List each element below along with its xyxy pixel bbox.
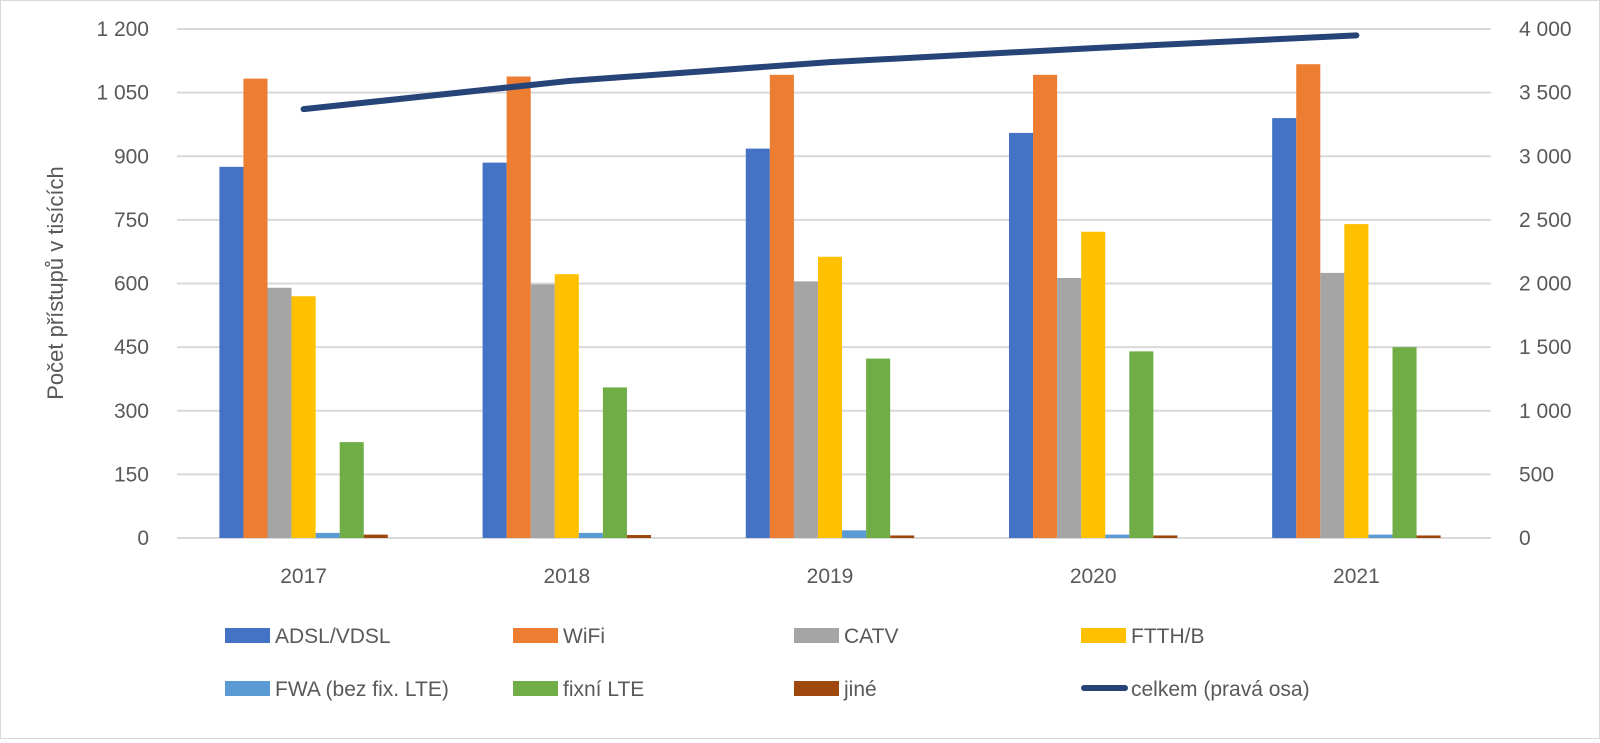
x-axis-ticks: 2017 2018 2019 2020 2021: [280, 565, 1380, 588]
bar-adsl-vdsl-2021: [1272, 118, 1296, 538]
y-axis-left-ticks: 0 150 300 450 600 750 900 1 050 1 200: [96, 18, 149, 550]
line-celkem: [304, 35, 1357, 109]
y2-tick-label: 1 500: [1519, 336, 1572, 359]
legend-label: FTTH/B: [1131, 625, 1205, 648]
y2-tick-label: 1 000: [1519, 400, 1572, 423]
y2-tick-label: 0: [1519, 527, 1531, 550]
legend-swatch: [513, 681, 558, 696]
x-tick-label: 2020: [1070, 565, 1117, 588]
bar-fwa-bez-fix-lte--2021: [1368, 535, 1392, 538]
legend-swatch: [1081, 628, 1126, 643]
legend-item: fixní LTE: [513, 678, 644, 701]
bar-adsl-vdsl-2018: [483, 163, 507, 538]
bar-jin--2018: [627, 535, 651, 538]
y2-tick-label: 3 500: [1519, 82, 1572, 105]
bar-catv-2017: [268, 288, 292, 538]
bar-catv-2020: [1057, 278, 1081, 538]
total-line: [304, 35, 1357, 109]
legend-item: CATV: [794, 625, 898, 648]
y-tick-label: 600: [114, 273, 149, 296]
legend-label: fixní LTE: [563, 678, 644, 701]
bar-adsl-vdsl-2019: [746, 149, 770, 538]
legend-label: jiné: [843, 678, 877, 701]
legend-label: CATV: [844, 625, 898, 648]
y-tick-label: 1 050: [96, 82, 149, 105]
x-tick-label: 2021: [1333, 565, 1380, 588]
y2-tick-label: 3 000: [1519, 145, 1572, 168]
bar-catv-2021: [1320, 273, 1344, 538]
legend-swatch: [225, 681, 270, 696]
bar-fwa-bez-fix-lte--2020: [1105, 535, 1129, 538]
y-tick-label: 0: [137, 527, 149, 550]
bar-ftth-b-2021: [1344, 224, 1368, 538]
bar-wifi-2019: [770, 75, 794, 538]
bar-ftth-b-2019: [818, 257, 842, 538]
y2-tick-label: 2 000: [1519, 273, 1572, 296]
y2-tick-label: 4 000: [1519, 18, 1572, 41]
x-tick-label: 2019: [807, 565, 854, 588]
bar-wifi-2020: [1033, 75, 1057, 538]
y-axis-label: Počet přístupů v tisících: [43, 166, 68, 400]
y-tick-label: 150: [114, 463, 149, 486]
legend-swatch: [794, 628, 839, 643]
bar-jin--2017: [364, 535, 388, 538]
legend-item: celkem (pravá osa): [1084, 678, 1310, 701]
legend-swatch: [794, 681, 839, 696]
legend-label: ADSL/VDSL: [275, 625, 391, 648]
legend-item: jiné: [794, 678, 877, 701]
y2-tick-label: 2 500: [1519, 209, 1572, 232]
x-tick-label: 2018: [543, 565, 590, 588]
y-axis-right-ticks: 0 500 1 000 1 500 2 000 2 500 3 000 3 500 4 000: [1519, 18, 1572, 550]
bar-wifi-2017: [243, 79, 267, 538]
bar-fwa-bez-fix-lte--2019: [842, 530, 866, 538]
bar-jin--2020: [1153, 535, 1177, 538]
bar-catv-2018: [531, 284, 555, 538]
bar-wifi-2018: [507, 77, 531, 538]
bar-jin--2019: [890, 535, 914, 538]
bar-fixn-lte-2020: [1129, 351, 1153, 538]
bar-jin--2021: [1417, 535, 1441, 538]
bar-ftth-b-2017: [292, 296, 316, 538]
legend-item: ADSL/VDSL: [225, 625, 391, 648]
legend: ADSL/VDSL WiFi CATV FTTH/B FWA (bez fix. LTE…: [225, 625, 1310, 701]
y2-tick-label: 500: [1519, 463, 1554, 486]
legend-item: FWA (bez fix. LTE): [225, 678, 449, 701]
y-tick-label: 900: [114, 145, 149, 168]
legend-item: FTTH/B: [1081, 625, 1205, 648]
y-tick-label: 450: [114, 336, 149, 359]
bar-fixn-lte-2019: [866, 359, 890, 538]
legend-label: FWA (bez fix. LTE): [275, 678, 449, 701]
legend-label: WiFi: [563, 625, 605, 648]
legend-swatch: [225, 628, 270, 643]
bar-ftth-b-2018: [555, 274, 579, 538]
bar-fixn-lte-2017: [340, 442, 364, 538]
legend-item: WiFi: [513, 625, 605, 648]
bar-fwa-bez-fix-lte--2017: [316, 533, 340, 538]
y-tick-label: 300: [114, 400, 149, 423]
bar-adsl-vdsl-2020: [1009, 133, 1033, 538]
x-tick-label: 2017: [280, 565, 327, 588]
bar-fwa-bez-fix-lte--2018: [579, 533, 603, 538]
bar-fixn-lte-2021: [1392, 347, 1416, 538]
legend-label: celkem (pravá osa): [1131, 678, 1310, 701]
bar-wifi-2021: [1296, 64, 1320, 538]
y-tick-label: 750: [114, 209, 149, 232]
bars: [219, 64, 1440, 538]
bar-fixn-lte-2018: [603, 387, 627, 538]
bar-ftth-b-2020: [1081, 232, 1105, 538]
bar-adsl-vdsl-2017: [219, 167, 243, 538]
y-tick-label: 1 200: [96, 18, 149, 41]
legend-swatch: [513, 628, 558, 643]
bar-catv-2019: [794, 281, 818, 538]
